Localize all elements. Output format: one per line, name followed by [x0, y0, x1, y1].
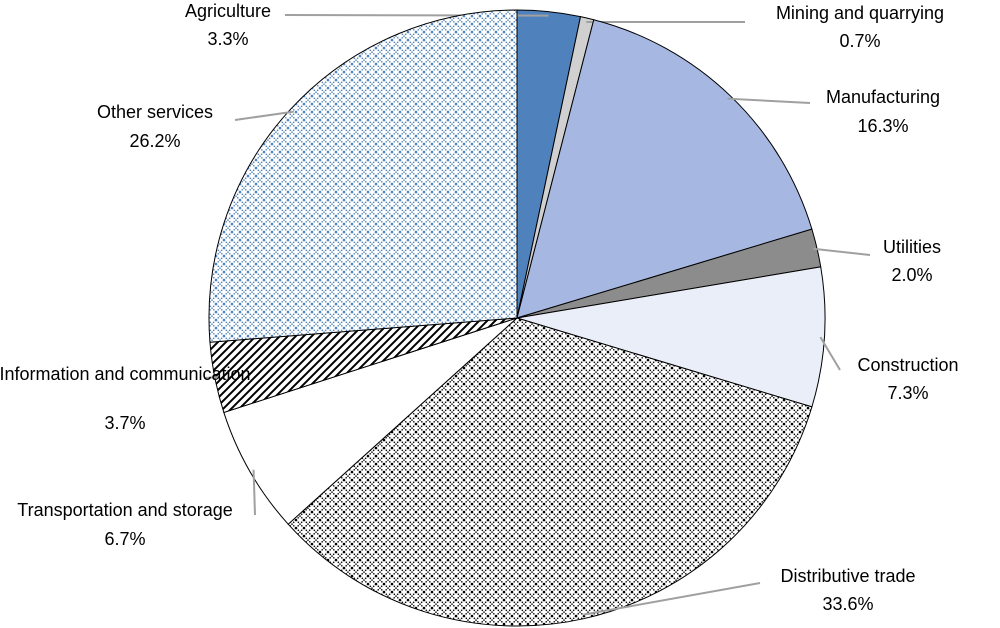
leader-line	[819, 336, 841, 371]
slice-label: Agriculture	[185, 1, 271, 21]
slice-label: Utilities	[883, 237, 941, 257]
leader-line	[252, 469, 256, 516]
value-label: 7.3%	[887, 383, 928, 403]
value-label: 6.7%	[104, 529, 145, 549]
pie-slice	[287, 317, 813, 627]
leader-line	[234, 110, 294, 121]
slice-label: Information and communication	[0, 364, 251, 384]
slice-label: Manufacturing	[826, 87, 940, 107]
value-label: 0.7%	[839, 31, 880, 51]
slice-label: Transportation and storage	[17, 500, 232, 520]
value-label: 26.2%	[129, 131, 180, 151]
slice-label: Construction	[857, 355, 958, 375]
value-label: 2.0%	[891, 265, 932, 285]
value-label: 16.3%	[857, 116, 908, 136]
leader-line	[812, 247, 871, 256]
value-label: 3.7%	[104, 413, 145, 433]
slice-label: Other services	[97, 102, 213, 122]
pie-slice	[516, 266, 826, 408]
leader-line	[727, 97, 811, 104]
pie-slice	[223, 317, 518, 525]
pie-slice	[208, 9, 518, 343]
leader-line	[204, 375, 219, 379]
slice-label: Mining and quarrying	[776, 3, 944, 23]
slice-label: Distributive trade	[780, 566, 915, 586]
leader-line	[583, 582, 761, 616]
value-label: 33.6%	[822, 594, 873, 614]
pie-slice	[516, 19, 813, 319]
value-label: 3.3%	[207, 29, 248, 49]
